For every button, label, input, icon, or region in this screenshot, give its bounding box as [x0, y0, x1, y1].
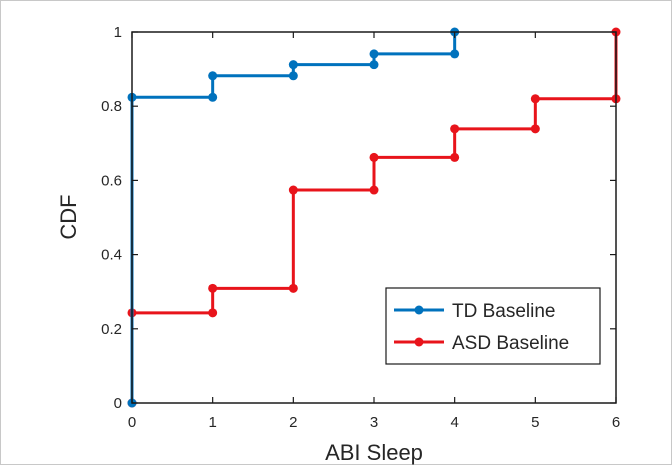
data-point-asd-baseline [288, 283, 298, 293]
data-point-td-baseline [450, 49, 460, 59]
y-tick-label: 0.2 [101, 321, 122, 338]
data-point-asd-baseline [208, 283, 218, 293]
legend: TD Baseline ASD Baseline [385, 287, 601, 365]
x-tick-label: 1 [208, 414, 216, 431]
legend-label-td-baseline: TD Baseline [452, 301, 556, 322]
data-point-asd-baseline [369, 185, 379, 195]
series-td-baseline [127, 27, 460, 408]
series-asd-baseline [127, 27, 621, 408]
x-tick-label: 0 [128, 414, 136, 431]
legend-marker-td-baseline [414, 305, 424, 315]
y-tick-label: 0.4 [101, 247, 122, 264]
x-tick-label: 5 [531, 414, 539, 431]
data-point-asd-baseline [208, 308, 218, 318]
series-layer [127, 27, 621, 408]
data-point-td-baseline [208, 92, 218, 102]
y-axis-label: CDF [56, 194, 81, 239]
y-tick-label: 0.8 [101, 98, 122, 115]
legend-label-asd-baseline: ASD Baseline [452, 333, 569, 354]
legend-box [385, 287, 601, 365]
legend-marker-asd-baseline [414, 337, 424, 347]
data-point-td-baseline [288, 60, 298, 70]
axes-layer: 0 1 2 3 4 5 6 0 0.2 0.4 0.6 0.8 1 [101, 24, 620, 431]
data-point-asd-baseline [450, 152, 460, 162]
series-line-td-baseline [130, 32, 457, 403]
x-axis-label: ABI Sleep [325, 440, 423, 465]
data-point-asd-baseline [450, 124, 460, 134]
y-tick-label: 0.6 [101, 172, 122, 189]
x-tick-label: 6 [612, 414, 620, 431]
data-point-asd-baseline [530, 94, 540, 104]
data-point-td-baseline [288, 71, 298, 81]
data-point-asd-baseline [288, 185, 298, 195]
data-point-td-baseline [208, 71, 218, 81]
data-point-td-baseline [369, 60, 379, 70]
data-point-td-baseline [369, 49, 379, 59]
y-tick-label: 1 [114, 24, 122, 41]
data-point-asd-baseline [530, 124, 540, 134]
x-tick-label: 3 [370, 414, 378, 431]
x-tick-label: 4 [450, 414, 458, 431]
x-tick-label: 2 [289, 414, 297, 431]
y-tick-label: 0 [114, 395, 122, 412]
data-point-asd-baseline [369, 152, 379, 162]
